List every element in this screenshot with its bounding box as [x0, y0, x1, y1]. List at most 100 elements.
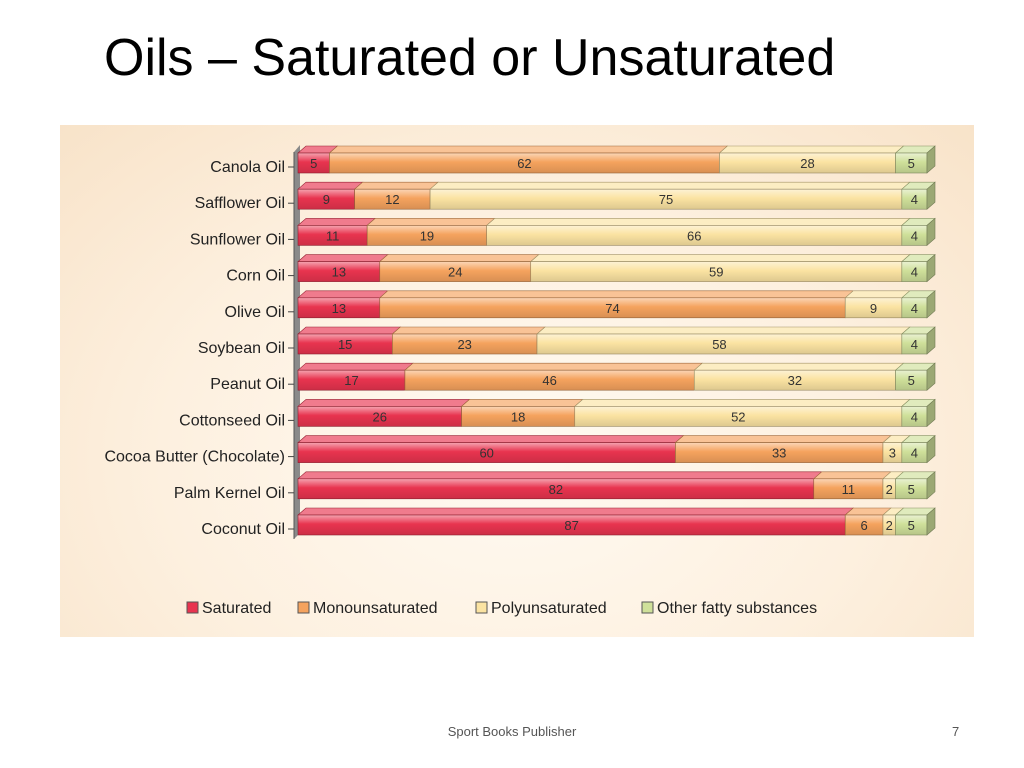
- legend-label: Monounsaturated: [313, 600, 438, 617]
- data-label: 59: [709, 265, 723, 280]
- bar-top-face: [297, 326, 402, 335]
- legend-label: Polyunsaturated: [491, 600, 607, 617]
- bar-top-face: [812, 471, 892, 480]
- bar-segment: 5: [894, 362, 936, 391]
- bar-segment: 11: [812, 471, 892, 500]
- bar-segment: 62: [328, 145, 729, 174]
- bar-segment: 13: [297, 254, 389, 282]
- data-label: 3: [889, 446, 896, 461]
- bar-top-face: [297, 471, 823, 480]
- bar-top-face: [391, 326, 546, 335]
- bar-segment: 24: [378, 254, 540, 282]
- bar-top-face: [693, 362, 905, 371]
- bar-segment: 19: [366, 218, 496, 246]
- data-label: 4: [911, 301, 918, 316]
- category-label: Peanut Oil: [210, 376, 285, 393]
- bar-segment: 5: [894, 145, 936, 174]
- data-label: 6: [860, 518, 867, 533]
- bar-top-face: [328, 145, 729, 154]
- legend-item: Monounsaturated: [297, 600, 438, 617]
- bar-segment: 4: [901, 290, 936, 319]
- data-label: 26: [373, 409, 387, 424]
- data-label: 4: [911, 265, 918, 280]
- bar-side-face: [926, 362, 936, 391]
- bar-segment: 9: [297, 181, 364, 210]
- bar-segment: 32: [693, 362, 905, 391]
- bar-segment: 74: [378, 290, 855, 319]
- bars: 5 62 28 59 12 75 411 19 66 413 24 59 413 74 9 415 23 58 41…: [297, 145, 936, 536]
- data-label: 5: [908, 156, 915, 171]
- legend-label: Other fatty substances: [657, 600, 817, 617]
- bar-segment: 28: [718, 145, 905, 174]
- bar-top-face: [297, 435, 685, 443]
- legend-item: Other fatty substances: [641, 600, 817, 617]
- data-label: 2: [886, 482, 893, 497]
- bar-segment: 4: [901, 217, 936, 247]
- bar-side-face: [926, 217, 936, 247]
- bar-segment: 5: [894, 471, 936, 500]
- bar-segment: 12: [353, 181, 439, 210]
- bar-side-face: [926, 326, 936, 355]
- data-label: 5: [310, 156, 317, 171]
- bar-side-face: [926, 507, 936, 536]
- bar-segment: 4: [901, 398, 936, 428]
- legend-swatch: [475, 601, 488, 614]
- data-label: 33: [772, 446, 786, 461]
- category-axis: Canola Oil Safflower Oil Sunflower Oil Corn…: [104, 145, 300, 539]
- bar-top-face: [297, 507, 855, 516]
- bar-segment: 2: [882, 471, 905, 500]
- bar-side-face: [926, 145, 936, 174]
- category-label: Palm Kernel Oil: [174, 485, 285, 502]
- data-label: 32: [788, 373, 802, 388]
- data-label: 52: [731, 409, 745, 424]
- data-label: 62: [517, 156, 531, 171]
- data-label: 13: [332, 301, 346, 316]
- bar-segment: 82: [297, 471, 823, 500]
- bar-top-face: [529, 254, 911, 262]
- data-label: 4: [911, 337, 918, 352]
- bar-top-face: [366, 218, 496, 226]
- bar-segment: 4: [901, 181, 936, 210]
- legend-swatch: [297, 601, 310, 614]
- bar-segment: 11: [297, 218, 376, 246]
- bar-segment: 18: [460, 399, 584, 427]
- data-label: 28: [800, 156, 814, 171]
- data-label: 5: [908, 482, 915, 497]
- legend-item: Saturated: [186, 600, 271, 617]
- bar-segment: 4: [901, 434, 936, 464]
- bar-side-face: [926, 434, 936, 464]
- footer-publisher: Sport Books Publisher: [447, 724, 577, 739]
- bar-segment: 5: [894, 507, 936, 536]
- stacked-bar-chart: Canola Oil Safflower Oil Sunflower Oil Corn…: [104, 145, 936, 617]
- bar-top-face: [378, 254, 540, 262]
- bar-segment: 59: [529, 254, 911, 282]
- legend: Saturated Monounsaturated Polyunsaturated O…: [186, 600, 817, 617]
- data-label: 87: [564, 518, 578, 533]
- bar-segment: 66: [485, 218, 911, 246]
- data-label: 18: [511, 409, 525, 424]
- bar-segment: 17: [297, 362, 414, 391]
- bar-segment: 13: [297, 290, 389, 319]
- bar-segment: 4: [901, 253, 936, 283]
- data-label: 82: [549, 482, 563, 497]
- bar-top-face: [485, 218, 911, 226]
- data-label: 5: [908, 518, 915, 533]
- bar-top-face: [297, 362, 414, 371]
- bar-segment: 46: [404, 362, 704, 391]
- bar-top-face: [674, 435, 892, 443]
- bar-top-face: [404, 362, 704, 371]
- bar-segment: 15: [297, 326, 402, 355]
- legend-label: Saturated: [202, 600, 271, 617]
- bar-side-face: [926, 290, 936, 319]
- bar-segment: 75: [429, 181, 911, 210]
- bar-segment: 5: [297, 145, 339, 174]
- legend-swatch: [641, 601, 654, 614]
- data-label: 19: [420, 228, 434, 243]
- bar-segment: 9: [844, 290, 911, 319]
- legend-item: Polyunsaturated: [475, 600, 607, 617]
- legend-swatch: [186, 601, 199, 614]
- chart-panel: Canola Oil Safflower Oil Sunflower Oil Corn…: [60, 125, 974, 637]
- bar-top-face: [297, 218, 376, 226]
- category-label: Safflower Oil: [195, 195, 285, 212]
- bar-segment: 52: [573, 399, 911, 427]
